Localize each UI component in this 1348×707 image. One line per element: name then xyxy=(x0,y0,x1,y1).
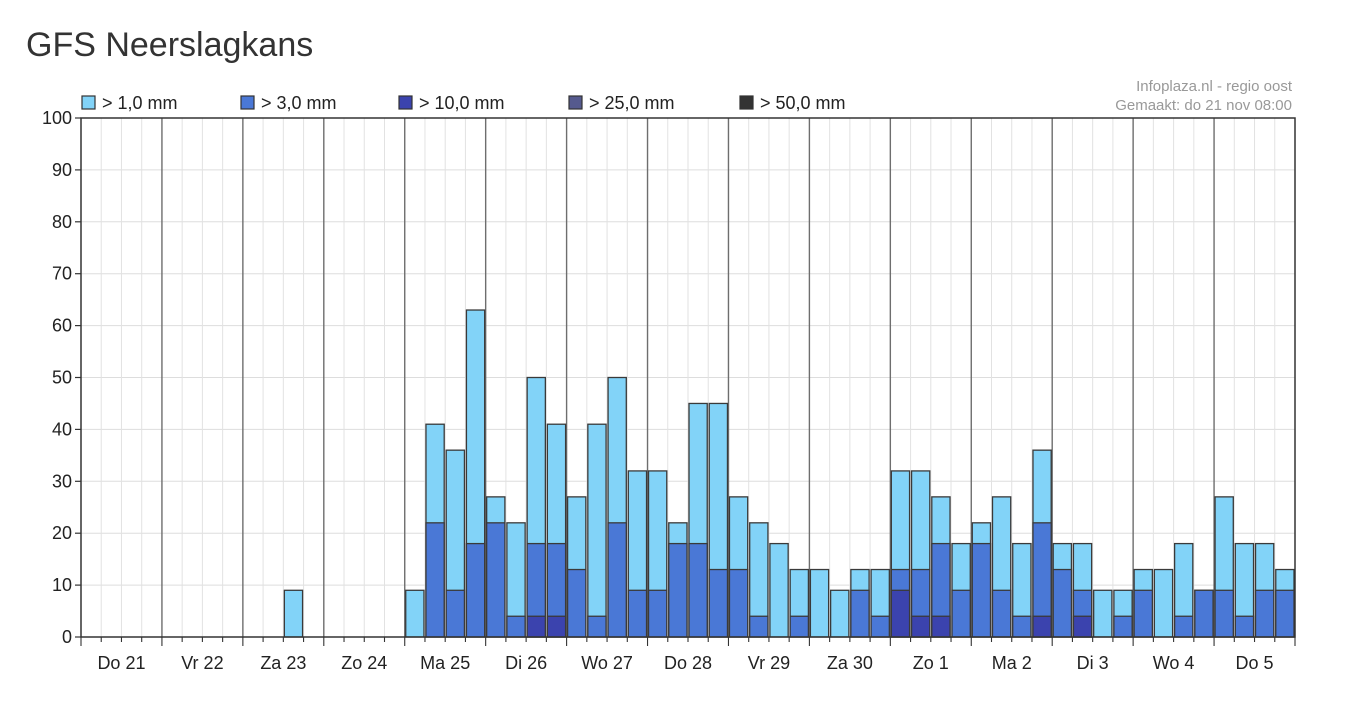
made-line: Gemaakt: do 21 nov 08:00 xyxy=(1115,97,1292,114)
bar xyxy=(991,589,1012,638)
bar xyxy=(1093,589,1113,638)
legend-label: > 3,0 mm xyxy=(261,93,337,113)
bar xyxy=(1194,589,1214,638)
x-day-label: Zo 1 xyxy=(913,653,949,673)
y-tick-label: 0 xyxy=(62,627,72,647)
bar xyxy=(486,522,506,638)
x-day-label: Do 21 xyxy=(97,653,145,673)
bar xyxy=(1214,589,1234,638)
legend-swatch xyxy=(739,95,754,110)
bar xyxy=(647,589,668,638)
bar xyxy=(465,542,486,638)
x-day-label: Ma 2 xyxy=(992,653,1032,673)
bar xyxy=(809,568,830,638)
bar xyxy=(526,615,547,638)
bar xyxy=(789,615,810,638)
bar xyxy=(587,615,607,638)
bar xyxy=(971,542,992,638)
bar xyxy=(1275,589,1295,638)
x-day-label: Za 23 xyxy=(260,653,306,673)
source-line: Infoplaza.nl - regio oost xyxy=(1136,78,1293,95)
x-day-label: Wo 4 xyxy=(1153,653,1195,673)
x-day-label: Ma 25 xyxy=(420,653,470,673)
bar xyxy=(1133,589,1154,638)
bar xyxy=(668,542,688,638)
bar xyxy=(1173,615,1194,638)
bar xyxy=(688,542,708,638)
bar xyxy=(890,589,911,638)
legend-swatch xyxy=(398,95,413,110)
y-tick-label: 40 xyxy=(52,419,72,439)
bar xyxy=(769,542,789,638)
y-tick-label: 90 xyxy=(52,160,72,180)
bar xyxy=(1052,568,1073,638)
bar xyxy=(506,615,526,638)
legend-label: > 25,0 mm xyxy=(589,93,675,113)
legend-swatch xyxy=(568,95,583,110)
y-tick-label: 30 xyxy=(52,471,72,491)
bar xyxy=(405,589,425,638)
x-day-label: Vr 22 xyxy=(181,653,223,673)
y-tick-label: 80 xyxy=(52,212,72,232)
legend-swatch xyxy=(81,95,96,110)
bar xyxy=(1012,615,1032,638)
bar xyxy=(607,522,627,638)
x-day-label: Di 26 xyxy=(505,653,547,673)
legend-label: > 1,0 mm xyxy=(102,93,178,113)
y-tick-label: 10 xyxy=(52,575,72,595)
legend-label: > 10,0 mm xyxy=(419,93,505,113)
bar xyxy=(708,568,729,638)
y-tick-label: 70 xyxy=(52,264,72,284)
y-tick-label: 60 xyxy=(52,316,72,336)
y-tick-label: 100 xyxy=(42,108,72,128)
bar xyxy=(931,615,951,638)
y-tick-label: 50 xyxy=(52,368,72,388)
bar xyxy=(425,522,445,638)
bar xyxy=(1234,615,1255,638)
legend-label: > 50,0 mm xyxy=(760,93,846,113)
bar xyxy=(850,589,870,638)
y-tick-label: 20 xyxy=(52,523,72,543)
x-day-label: Wo 27 xyxy=(581,653,633,673)
bar xyxy=(910,615,931,638)
bar xyxy=(587,423,607,638)
bar xyxy=(829,589,850,638)
bar xyxy=(627,589,648,638)
bar xyxy=(870,615,890,638)
bar xyxy=(728,568,749,638)
x-day-label: Vr 29 xyxy=(748,653,790,673)
bar xyxy=(1113,615,1133,638)
bar xyxy=(546,615,567,638)
bar xyxy=(1153,568,1174,638)
x-day-label: Do 28 xyxy=(664,653,712,673)
bar xyxy=(1032,615,1052,638)
bar xyxy=(566,568,587,638)
bar xyxy=(951,589,971,638)
x-day-label: Zo 24 xyxy=(341,653,387,673)
legend-swatch xyxy=(240,95,255,110)
bar xyxy=(1254,589,1275,638)
bar xyxy=(1072,615,1093,638)
x-day-label: Do 5 xyxy=(1236,653,1274,673)
axes: 0 10 20 30 40 50 60 70 80 90 100 Do 21 Vr 22 Za 23 Zo … xyxy=(42,108,1296,673)
x-day-label: Di 3 xyxy=(1077,653,1109,673)
page-title: GFS Neerslagkans xyxy=(26,26,314,64)
x-day-label: Za 30 xyxy=(827,653,873,673)
grid xyxy=(81,117,1295,638)
bar xyxy=(445,589,466,638)
bar xyxy=(283,589,304,638)
bar xyxy=(749,615,769,638)
legend: > 1,0 mm > 3,0 mm > 10,0 mm > 25,0 mm > 50,0… xyxy=(81,93,846,113)
